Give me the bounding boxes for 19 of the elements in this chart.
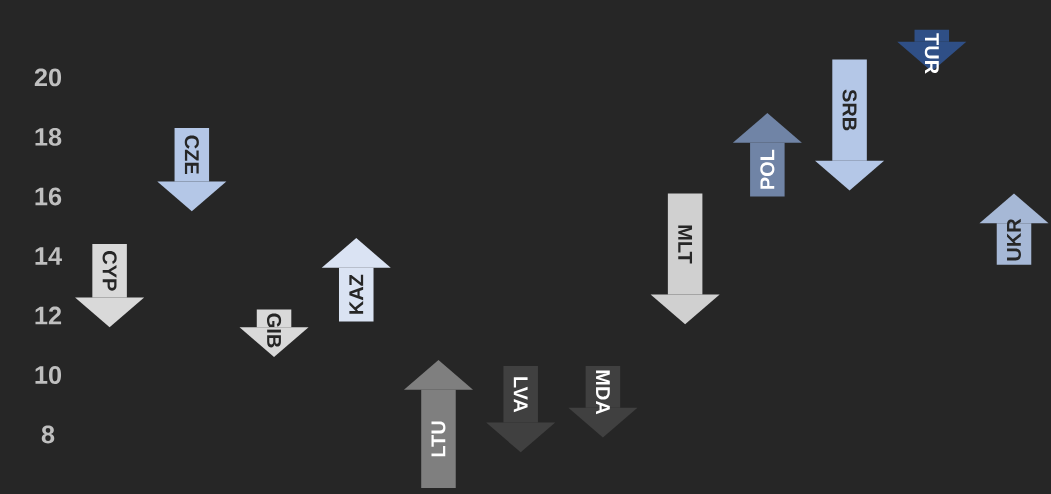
x-tick-label: LVA (513, 377, 528, 413)
y-tick-label: 20 (34, 68, 62, 87)
x-tick-label: KAZ (349, 274, 364, 314)
x-tick-label: CYP (102, 251, 117, 291)
y-tick-label: 16 (35, 187, 62, 206)
x-tick-label: MLT (678, 225, 693, 264)
x-tick-label: SRB (842, 89, 857, 131)
x-tick-label: MDA (596, 370, 610, 415)
x-tick-label: UKR (1007, 218, 1021, 261)
x-tick-label: LTU (431, 421, 446, 457)
x-tick-label: GIB (266, 313, 282, 348)
y-tick-label: 12 (35, 306, 62, 325)
y-tick-label: 18 (35, 127, 62, 146)
y-tick-label: 10 (35, 365, 62, 384)
x-tick-label: POL (760, 149, 775, 189)
x-tick-label: CZE (184, 135, 199, 174)
y-tick-label: 8 (41, 425, 55, 444)
x-tick-label: TUR (924, 33, 939, 74)
y-tick-label: 14 (35, 247, 62, 265)
